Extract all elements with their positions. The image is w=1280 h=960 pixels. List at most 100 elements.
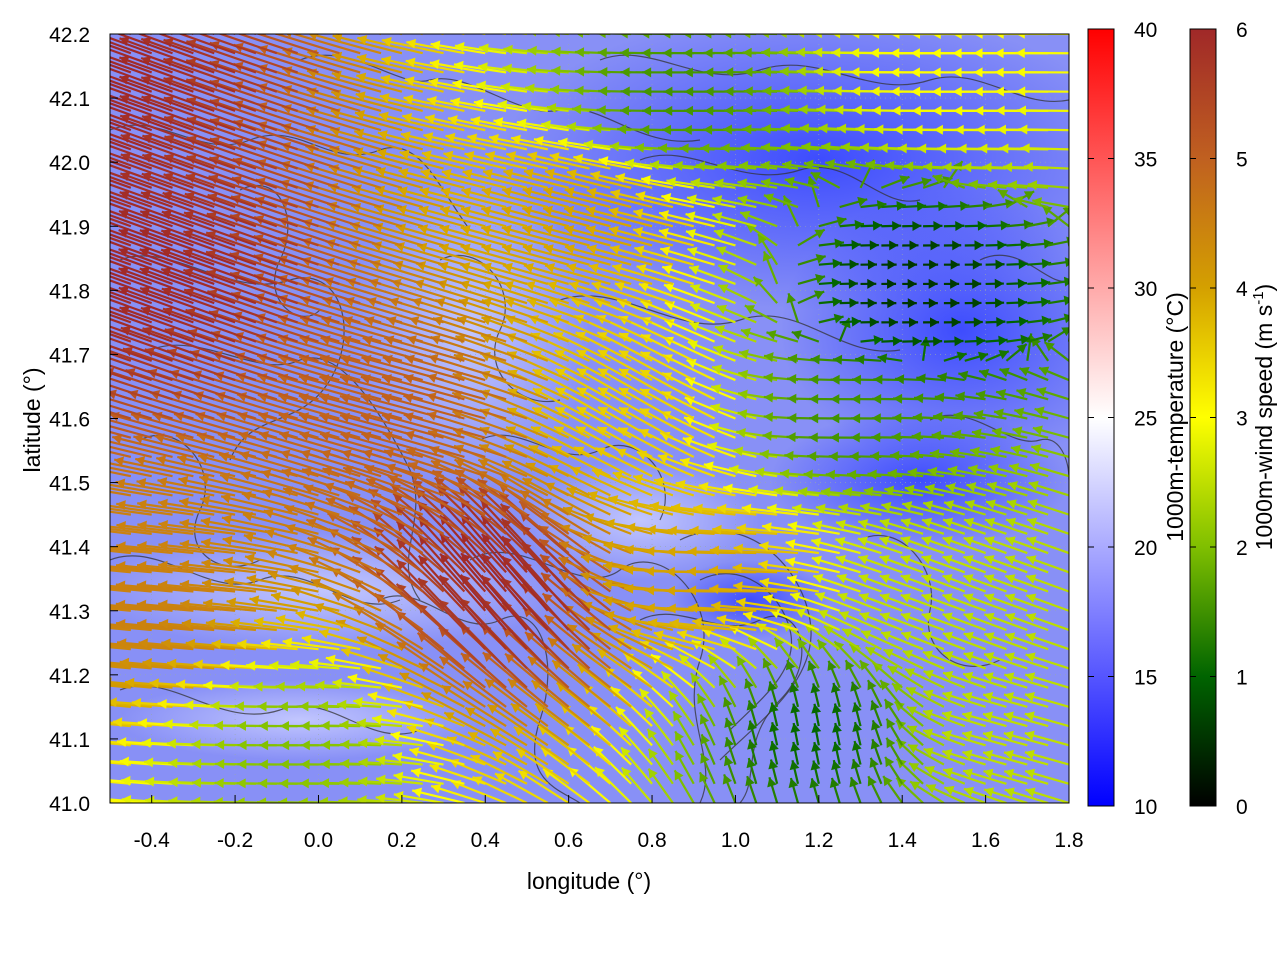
wind-arrow-shaft <box>110 628 111 630</box>
wind-arrow-shaft <box>340 356 424 382</box>
wind-arrow-head <box>138 638 148 649</box>
wind-arrow-head <box>179 559 190 570</box>
wind-arrow-shaft <box>417 516 487 593</box>
wind-arrow-head <box>51 457 61 467</box>
wind-arrow-shaft <box>161 287 257 324</box>
wind-arrow-head <box>1041 315 1052 326</box>
wind-arrow-head <box>319 628 330 639</box>
wind-arrow-head <box>119 657 130 668</box>
wind-arrow-head <box>809 374 819 385</box>
wind-arrow-head <box>543 186 554 197</box>
wind-arrow-shaft <box>460 207 528 228</box>
wind-arrow-shaft <box>540 572 612 631</box>
wind-arrow-head <box>978 143 988 154</box>
wind-arrow-head <box>971 428 982 439</box>
wind-arrow-head <box>279 720 289 731</box>
wind-arrow-head <box>663 86 673 97</box>
wind-arrow-head <box>309 556 320 566</box>
wind-arrow-head <box>36 210 46 219</box>
wind-arrow-shaft <box>374 545 445 612</box>
wind-arrow-head <box>707 441 718 452</box>
wind-arrow-shaft <box>346 493 424 535</box>
wind-arrow-head <box>784 450 794 461</box>
wind-arrow-shaft <box>110 569 131 574</box>
wind-arrow-head <box>1016 105 1026 116</box>
wind-arrow-head <box>860 502 871 513</box>
wind-arrow-shaft <box>653 478 715 497</box>
wind-arrow-head <box>972 259 982 270</box>
wind-arrow-shaft <box>376 34 382 36</box>
wind-arrow-head <box>865 159 876 170</box>
wind-arrow-head <box>461 653 472 663</box>
wind-arrow-shaft <box>384 336 465 362</box>
wind-arrow-shaft <box>110 233 194 266</box>
wind-arrow-head <box>375 793 386 803</box>
wind-arrow-head <box>200 495 211 506</box>
wind-arrow-head <box>98 55 108 64</box>
wind-arrow-head <box>743 86 753 97</box>
wind-arrow-head <box>278 797 288 803</box>
wind-arrow-head <box>928 278 938 289</box>
wind-arrow-shaft <box>413 280 486 305</box>
wind-arrow-head <box>910 781 921 791</box>
wind-arrow-head <box>764 352 774 363</box>
wind-arrow-head <box>16 172 26 181</box>
wind-arrow-shaft <box>136 583 215 593</box>
wind-arrow-head <box>1066 236 1069 247</box>
wind-arrow-shaft <box>110 48 173 74</box>
wind-arrow-shaft <box>609 246 674 266</box>
wind-arrow-head <box>98 306 108 315</box>
wind-arrow-head <box>366 478 377 488</box>
wind-arrow-shaft <box>564 226 632 247</box>
wind-arrow-shaft <box>381 375 465 401</box>
wind-arrow-head <box>952 86 962 97</box>
wind-arrow-shaft <box>670 505 736 516</box>
wind-arrow-head <box>453 60 464 71</box>
wind-arrow-head <box>937 372 948 383</box>
wind-arrow-shaft <box>122 347 215 382</box>
wind-arrow-head <box>737 409 748 420</box>
wind-arrow-shaft <box>530 425 591 458</box>
wind-arrow-head <box>687 247 698 257</box>
wind-arrow-shaft <box>137 502 215 516</box>
wind-arrow-head <box>891 432 901 443</box>
wind-arrow-head <box>487 704 498 714</box>
wind-arrow-shaft <box>562 506 632 535</box>
wind-arrow-shaft <box>434 298 507 324</box>
wind-arrow-head <box>740 210 751 221</box>
wind-arrow-shaft <box>353 130 424 151</box>
wind-arrow-head <box>869 48 879 59</box>
wind-arrow-head <box>974 105 984 116</box>
wind-arrow-head <box>506 426 517 436</box>
wind-arrow-head <box>200 517 211 527</box>
wind-arrow-shaft <box>253 619 319 632</box>
wind-arrow-head <box>773 486 784 497</box>
wind-arrow-head <box>1014 407 1025 418</box>
wind-arrow-shaft <box>222 537 298 555</box>
wind-arrow-head <box>789 760 800 771</box>
y-tick-label: 41.1 <box>49 729 90 752</box>
wind-arrow-head <box>911 105 921 116</box>
wind-arrow-shaft <box>113 458 194 478</box>
wind-arrow-head <box>910 48 920 59</box>
wind-arrow-head <box>118 228 129 238</box>
wind-arrow-head <box>921 536 932 546</box>
wind-arrow-shaft <box>209 41 298 74</box>
wind-arrow-head <box>14 74 24 83</box>
wind-arrow-head <box>873 335 884 346</box>
wind-arrow-head <box>984 652 995 662</box>
wind-arrow-head <box>1031 444 1042 454</box>
wind-arrow-shaft <box>539 553 612 612</box>
wind-arrow-head <box>193 659 203 670</box>
wind-arrow-shaft <box>362 336 444 362</box>
wind-arrow-head <box>36 152 46 161</box>
wind-arrow-head <box>502 460 513 470</box>
wind-arrow-shaft <box>372 223 444 247</box>
wind-arrow-head <box>133 433 144 444</box>
wind-arrow-head <box>112 434 123 444</box>
wind-arrow-head <box>994 297 1005 308</box>
wind-arrow-head <box>533 135 544 146</box>
wind-arrow-shaft <box>615 175 674 189</box>
wind-arrow-shaft <box>163 38 257 74</box>
wind-arrow-shaft <box>186 155 278 189</box>
